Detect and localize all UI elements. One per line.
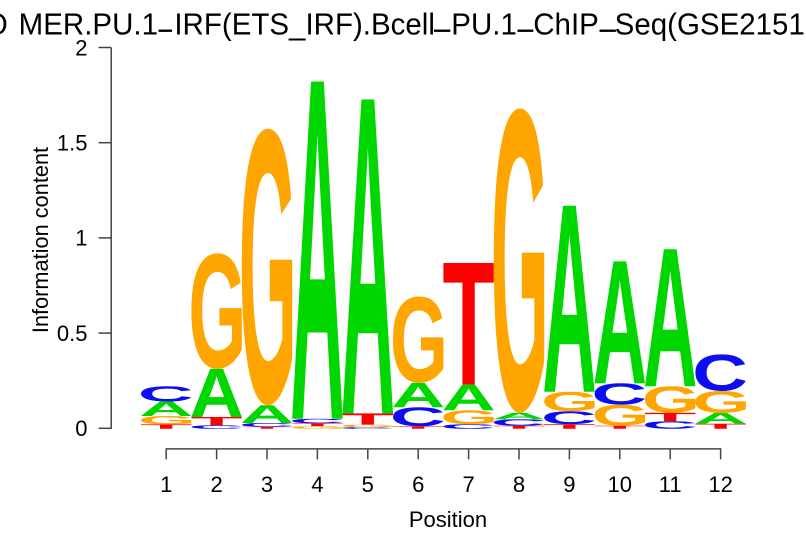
svg-text:0.5: 0.5 [57, 321, 88, 346]
svg-text:2: 2 [210, 472, 222, 497]
svg-text:4: 4 [311, 472, 323, 497]
svg-text:MER.PU.1 IRF(ETS_IRF).Bcell: MER.PU.1 IRF(ETS_IRF).Bcell PU.1 ChIP Se… [19, 8, 806, 42]
svg-text:2: 2 [75, 35, 87, 60]
svg-text:6: 6 [412, 472, 424, 497]
svg-text:11: 11 [659, 472, 682, 497]
svg-text:7: 7 [462, 472, 474, 497]
svg-text:O: O [0, 8, 8, 42]
svg-text:9: 9 [563, 472, 575, 497]
svg-text:8: 8 [513, 472, 525, 497]
svg-text:1.5: 1.5 [57, 131, 88, 156]
svg-text:1: 1 [75, 226, 87, 251]
svg-text:0: 0 [75, 416, 87, 441]
svg-text:5: 5 [362, 472, 374, 497]
svg-text:10: 10 [608, 472, 632, 497]
svg-text:Information content: Information content [28, 147, 53, 333]
svg-text:3: 3 [261, 472, 273, 497]
svg-text:12: 12 [708, 472, 732, 497]
svg-text:1: 1 [160, 472, 172, 497]
svg-text:Position: Position [409, 507, 487, 532]
